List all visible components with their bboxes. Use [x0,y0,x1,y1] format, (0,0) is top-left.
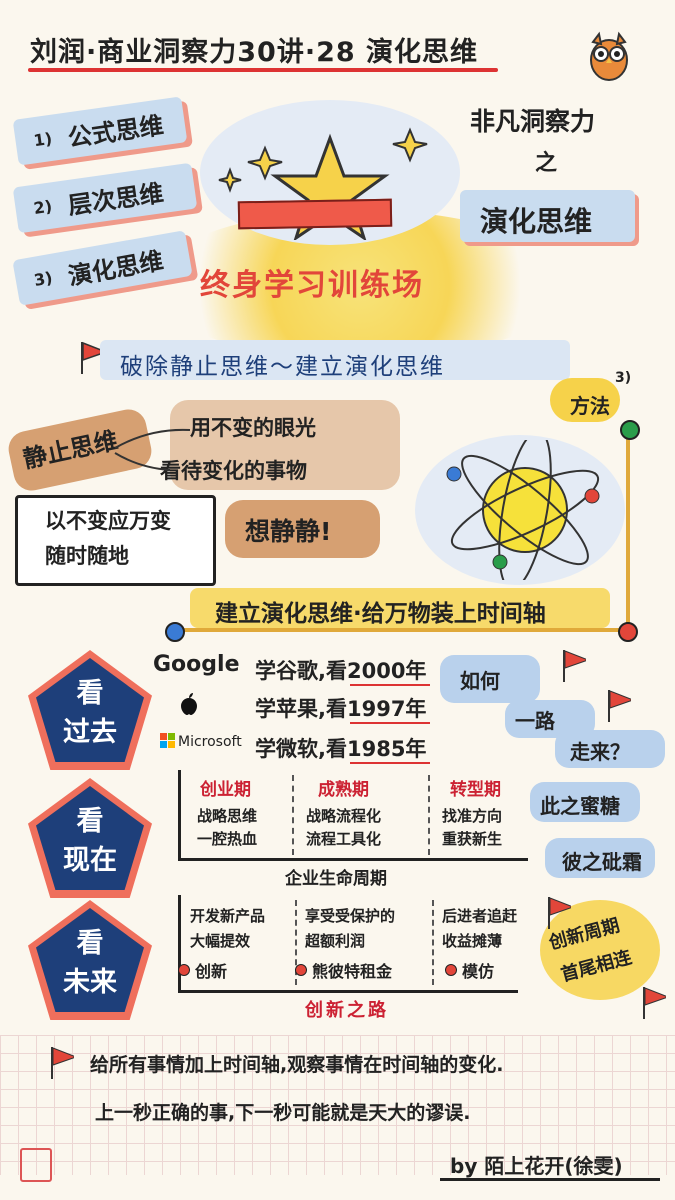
box-line2: 随时随地 [45,544,129,568]
future-line: 收益摊薄 [442,932,503,950]
phase-line: 战略流程化 [306,807,382,825]
present-axis-x [178,858,528,861]
innovation-path-label: 创新之路 [305,1000,389,1021]
result-text: 想静静! [245,517,332,546]
phase-title: 创业期 [200,780,251,800]
right-header-line2: 之 [535,151,558,176]
phase-line: 一腔热血 [197,830,258,848]
future-line: 大幅提效 [190,932,251,950]
phase-line: 重获新生 [442,830,503,848]
google-logo: Google [153,652,240,677]
future-line: 超额利润 [305,932,366,950]
future-tag: 熊彼特租金 [312,962,393,981]
conclusion-line1: 给所有事情加上时间轴,观察事情在时间轴的变化. [90,1054,504,1076]
center-title: 终身学习训练场 [200,268,424,303]
present-axis-y [178,770,181,860]
timeline-node-blue [165,622,185,642]
conclusion-line2: 上一秒正确的事,下一秒可能就是天大的谬误. [95,1102,471,1124]
box-line1: 以不变应万变 [45,509,171,533]
flag-icon [81,341,104,374]
flag-icon [643,987,666,1019]
microsoft-text: Microsoft [178,734,242,750]
underline [350,684,430,686]
build-line-bg [190,588,610,628]
dot-icon [295,964,307,976]
phase-divider [292,775,294,855]
title-underline [28,68,498,72]
section-banner: 破除静止思维～建立演化思维 [120,354,445,380]
future-tag: 创新 [195,962,228,981]
future-badge: 看未来 [36,908,144,1012]
method-label: 方法 [570,394,610,418]
author-underline [440,1178,660,1181]
future-line: 享受受保护的 [305,907,396,925]
phase-divider [432,900,434,985]
branch-blob [170,400,400,490]
question-line2: 一路 [515,709,555,733]
note-arsenic: 彼之砒霜 [562,850,642,874]
apple-logo-icon [181,693,197,715]
cycle-blob [540,900,660,1000]
underline [350,722,430,724]
future-axis-x [178,990,518,993]
underline [350,762,430,764]
right-header-line1: 非凡洞察力 [470,107,596,136]
past-badge: 看过去 [36,658,144,762]
method-num: 3) [615,370,632,386]
phase-line: 战略思维 [197,807,258,825]
tag-layer-thinking: 2) 层次思维 [12,162,198,234]
question-line3: 走来？ [570,740,630,764]
future-tag: 模仿 [462,962,495,981]
static-thinking-box [15,495,216,586]
right-header-main: 演化思维 [480,205,593,238]
present-badge: 看现在 [36,786,144,890]
past-row-3: 学微软,看1985年 [255,737,427,761]
past-row-1: 学谷歌,看2000年 [255,659,427,683]
timeline-vertical [626,430,630,630]
flag-icon [51,1047,74,1079]
note-honey: 此之蜜糖 [540,794,620,818]
dot-icon [178,964,190,976]
future-line: 后进者追赶 [442,907,518,925]
note-blob [545,838,655,878]
flag-icon [548,897,571,929]
question-blob-3 [555,730,665,768]
note-blob [530,782,640,822]
phase-line: 找准方向 [442,807,503,825]
microsoft-logo-icon [160,733,176,749]
phase-divider [428,775,430,855]
lifecycle-label: 企业生命周期 [285,869,387,889]
question-line1: 如何 [460,669,500,693]
right-header-arrow [460,190,635,242]
branch-1: 用不变的眼光 [190,416,316,440]
timeline-node-red [618,622,638,642]
atom-icon [446,440,600,580]
method-blob [550,378,620,422]
phase-title: 成熟期 [318,780,369,800]
past-row-2: 学苹果,看1997年 [255,697,427,721]
question-blob-1 [440,655,540,703]
timeline-node-green [620,420,640,440]
branch-2: 看待变化的事物 [160,459,307,483]
tag-formula-thinking: 1) 公式思维 [12,96,188,166]
flag-icon [563,650,586,682]
author: by 陌上花开(徐雯) [450,1154,623,1178]
dot-icon [445,964,457,976]
ribbon-banner [237,198,393,230]
phase-line: 流程工具化 [306,830,382,848]
phase-title: 转型期 [450,780,501,800]
branch-arrows [114,428,191,471]
timeline-horizontal [172,628,627,632]
phase-divider [295,900,297,985]
section-banner-bg [100,340,570,380]
future-line: 开发新产品 [190,907,266,925]
seal-stamp [20,1148,52,1182]
result-blob [225,500,380,558]
owl-icon [590,31,628,81]
build-line: 建立演化思维·给万物装上时间轴 [215,601,546,627]
flag-icon [608,690,631,722]
page-title: 刘润·商业洞察力30讲·28 演化思维 [30,37,479,68]
future-axis-y [178,895,181,992]
grid-paper-background [0,1035,675,1175]
